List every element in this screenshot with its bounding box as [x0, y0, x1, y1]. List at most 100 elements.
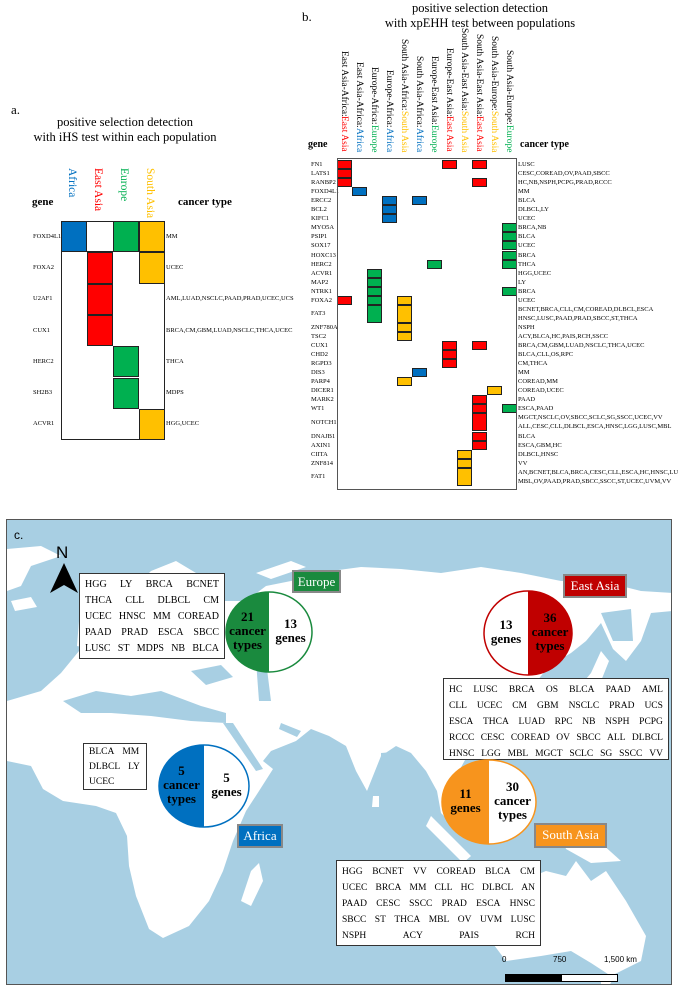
cancer-type: PAAD — [342, 899, 367, 909]
column-pair: South Asia-East Asia: — [459, 27, 469, 111]
column-population: East Asia — [444, 116, 454, 152]
cancer-count: 36 — [543, 610, 557, 625]
selection-cell — [472, 395, 487, 405]
gene-label: ACVR1 — [33, 420, 55, 428]
cancer-type: ST — [374, 915, 386, 925]
gene-label: ZNF814 — [311, 459, 334, 467]
cancer-type: GBM — [536, 701, 559, 711]
column-population: South Asia — [459, 110, 469, 152]
selection-cell — [457, 467, 472, 486]
panel-a-column-header: Europe — [118, 168, 130, 202]
gene-label: MYO5A — [311, 224, 335, 232]
cancer-type: OS — [545, 685, 558, 695]
cancer-type-label: THCA — [166, 357, 184, 365]
cancer-list-row: LUSC ST MDPS NB BLCA — [85, 641, 219, 657]
cancer-list-row: PAAD PRAD ESCA SBCC — [85, 625, 219, 641]
gene-label: BCL2 — [311, 206, 327, 214]
gene-label: DICER1 — [311, 387, 334, 395]
cancer-type: BLCA — [569, 685, 595, 695]
selection-cell — [139, 221, 165, 253]
cancer-type-label: DLBCL,HNSC — [518, 450, 559, 458]
cancer-type: CM — [520, 867, 535, 877]
cancer-type: PAAD — [605, 685, 631, 695]
cancer-type: RPC — [554, 717, 573, 727]
cancer-type: ESCA — [449, 717, 474, 727]
panel-b-title-line: with xpEHH test between populations — [384, 16, 576, 30]
cancer-type: ESCA — [157, 627, 184, 638]
cancer-type-label: BLCA,CLL,OS,RPC — [518, 351, 574, 359]
panel-b-column-header: South Asia-East Asia: East Asia — [474, 30, 484, 153]
cancer-list-row: RCCC CESC COREAD OV SBCC ALL DLBCL — [449, 730, 663, 746]
cancer-type: UCEC — [476, 701, 503, 711]
gene-label: FAT1 — [311, 473, 326, 481]
north-label: N — [56, 543, 69, 562]
cancer-type: AN — [521, 883, 535, 893]
panel-a-column-header: East Asia — [92, 168, 104, 212]
selection-cell — [427, 259, 442, 269]
cancer-type: RCCC — [449, 733, 475, 743]
cancer-list-row: NSPH ACY PAIS RCH — [342, 928, 535, 944]
column-pair: Europe-Africa: — [384, 70, 394, 128]
cancer-list-row: SBCC ST THCA MBL OV UVM LUSC — [342, 912, 535, 928]
cancer-type: SBCC — [193, 627, 219, 638]
selection-cell — [397, 377, 412, 387]
sumatra-land — [426, 816, 471, 863]
cancer-type: UCEC — [342, 883, 368, 893]
selection-cell — [472, 431, 487, 441]
cancer-type: OV — [556, 733, 570, 743]
genes-label-text: genes — [211, 784, 242, 799]
cancer-type: LUSC — [85, 643, 111, 654]
south-asia-cancer-list: HGG BCNET VV COREAD BLCA CM UCEC BRCA MM CLL HC DLB… — [336, 860, 541, 946]
cancer-type-label: BRCA,NB — [518, 224, 547, 232]
cancer-type: THCA — [394, 915, 421, 925]
gene-label: PSIP1 — [311, 233, 328, 241]
column-pair: East Asia-Africa: — [354, 62, 364, 128]
cancer-type: HC — [449, 685, 463, 695]
column-pair: South Asia-Europe: — [504, 49, 514, 125]
cancer-type: COREAD — [436, 867, 476, 877]
cancer-type-label: LUSC — [518, 161, 535, 168]
selection-cell — [442, 350, 457, 360]
cancer-type: DLBCL — [481, 883, 514, 893]
red-sea — [223, 723, 263, 771]
gene-count: 5 — [223, 770, 230, 785]
bay-of-bengal — [381, 751, 419, 801]
panel-a-title-line: with iHS test within each population — [33, 130, 217, 144]
selection-cell — [487, 386, 502, 396]
gene-label: CUX1 — [33, 326, 50, 334]
cancer-type: SBCC — [576, 733, 601, 743]
cancer-type: CESC — [376, 899, 400, 909]
cancer-type: AML — [641, 685, 663, 695]
cancer-type: LY — [119, 579, 133, 590]
gene-label: SH2B3 — [33, 389, 53, 397]
cancer-type: VV — [413, 867, 427, 877]
gene-label: DIS3 — [311, 369, 325, 377]
cancer-list-row: PAAD CESC SSCC PRAD ESCA HNSC — [342, 896, 535, 912]
cancer-type-label: MM — [518, 188, 530, 196]
panel-b-title-line: positive selection detection — [411, 1, 549, 15]
cancer-type: UCEC — [85, 611, 112, 622]
cancer-type-label: UCEC — [518, 242, 536, 250]
cancer-type-label: AML,LUAD,NSCLC,PAAD,PRAD,UCEC,UCS — [166, 295, 294, 303]
scale-tick-1500: 1,500 km — [604, 955, 637, 964]
cancer-type-label: THCA — [518, 260, 536, 268]
cancer-type: CLL — [125, 595, 145, 606]
pie-genes-label: 11 genes — [442, 787, 489, 815]
cancer-type: HNSC — [118, 611, 146, 622]
cancer-label-line: types — [535, 638, 565, 653]
selection-cell — [367, 295, 382, 305]
selection-cell — [412, 196, 427, 206]
cancer-label-line: types — [498, 807, 527, 822]
cancer-label-line: cancer — [494, 793, 531, 808]
selection-cell — [397, 322, 412, 332]
gene-label: LATS1 — [311, 170, 330, 178]
panel-a-title: positive selection detection with iHS te… — [20, 115, 230, 145]
cancer-type: HC — [460, 883, 474, 893]
cancer-type-label: COREAD,UCEC — [518, 387, 564, 395]
cancer-type-label: AN,BCNET,BLCA,BRCA,CESC,CLL,ESCA,HC,HNSC… — [518, 468, 678, 476]
column-population: Africa — [414, 127, 424, 152]
panel-b-column-header: South Asia-Europe: South Asia — [489, 30, 499, 152]
genes-label-text: genes — [275, 630, 306, 645]
cancer-list-row: UCEC — [89, 775, 141, 790]
gene-label: CIITA — [311, 450, 328, 458]
